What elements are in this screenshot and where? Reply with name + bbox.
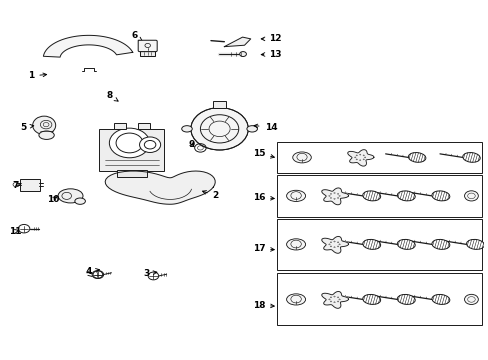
Ellipse shape bbox=[462, 153, 479, 162]
Text: 16: 16 bbox=[252, 193, 274, 202]
Ellipse shape bbox=[362, 294, 380, 305]
FancyBboxPatch shape bbox=[140, 50, 155, 57]
Ellipse shape bbox=[397, 239, 414, 249]
Circle shape bbox=[239, 51, 246, 57]
Ellipse shape bbox=[431, 239, 449, 249]
Ellipse shape bbox=[286, 294, 305, 305]
Ellipse shape bbox=[397, 191, 414, 201]
Ellipse shape bbox=[286, 190, 305, 202]
Polygon shape bbox=[321, 188, 348, 205]
Text: 7: 7 bbox=[12, 181, 21, 190]
FancyBboxPatch shape bbox=[138, 40, 157, 51]
Ellipse shape bbox=[58, 189, 83, 203]
Bar bbox=[277, 274, 481, 325]
Text: 10: 10 bbox=[46, 195, 59, 204]
Text: 11: 11 bbox=[9, 227, 21, 236]
Text: 5: 5 bbox=[20, 123, 34, 132]
Polygon shape bbox=[321, 292, 348, 308]
FancyBboxPatch shape bbox=[20, 179, 40, 190]
Ellipse shape bbox=[431, 191, 449, 201]
Circle shape bbox=[464, 191, 477, 201]
Polygon shape bbox=[321, 237, 348, 253]
FancyBboxPatch shape bbox=[117, 170, 146, 177]
Text: 6: 6 bbox=[131, 31, 142, 41]
Ellipse shape bbox=[466, 239, 484, 249]
Text: 17: 17 bbox=[252, 244, 274, 253]
Ellipse shape bbox=[362, 239, 380, 249]
Ellipse shape bbox=[292, 152, 311, 163]
Bar bbox=[277, 142, 481, 173]
Polygon shape bbox=[43, 35, 132, 57]
Text: 14: 14 bbox=[253, 123, 277, 132]
Text: 1: 1 bbox=[28, 71, 46, 80]
Text: 4: 4 bbox=[85, 267, 99, 276]
Ellipse shape bbox=[246, 126, 257, 132]
Text: 3: 3 bbox=[143, 269, 157, 278]
Circle shape bbox=[139, 137, 160, 153]
Text: 8: 8 bbox=[106, 91, 118, 101]
Text: 9: 9 bbox=[188, 140, 195, 149]
Circle shape bbox=[190, 108, 248, 150]
FancyBboxPatch shape bbox=[99, 129, 164, 171]
Circle shape bbox=[109, 128, 149, 158]
FancyBboxPatch shape bbox=[137, 123, 150, 129]
Text: 12: 12 bbox=[261, 34, 281, 43]
Ellipse shape bbox=[407, 153, 425, 162]
Text: 13: 13 bbox=[261, 50, 281, 59]
Ellipse shape bbox=[362, 191, 380, 201]
Bar bbox=[277, 175, 481, 217]
Circle shape bbox=[464, 294, 477, 305]
Bar bbox=[277, 219, 481, 270]
Polygon shape bbox=[347, 150, 373, 166]
FancyBboxPatch shape bbox=[213, 101, 225, 108]
Ellipse shape bbox=[286, 239, 305, 250]
FancyBboxPatch shape bbox=[113, 123, 126, 129]
Ellipse shape bbox=[182, 126, 192, 132]
Ellipse shape bbox=[397, 294, 414, 305]
Text: 15: 15 bbox=[252, 149, 274, 158]
Text: 2: 2 bbox=[202, 191, 219, 201]
Ellipse shape bbox=[75, 198, 85, 204]
Ellipse shape bbox=[39, 131, 54, 139]
Text: 18: 18 bbox=[252, 301, 274, 310]
Polygon shape bbox=[105, 171, 215, 204]
Polygon shape bbox=[224, 37, 250, 47]
Ellipse shape bbox=[33, 116, 56, 135]
Ellipse shape bbox=[431, 294, 449, 305]
